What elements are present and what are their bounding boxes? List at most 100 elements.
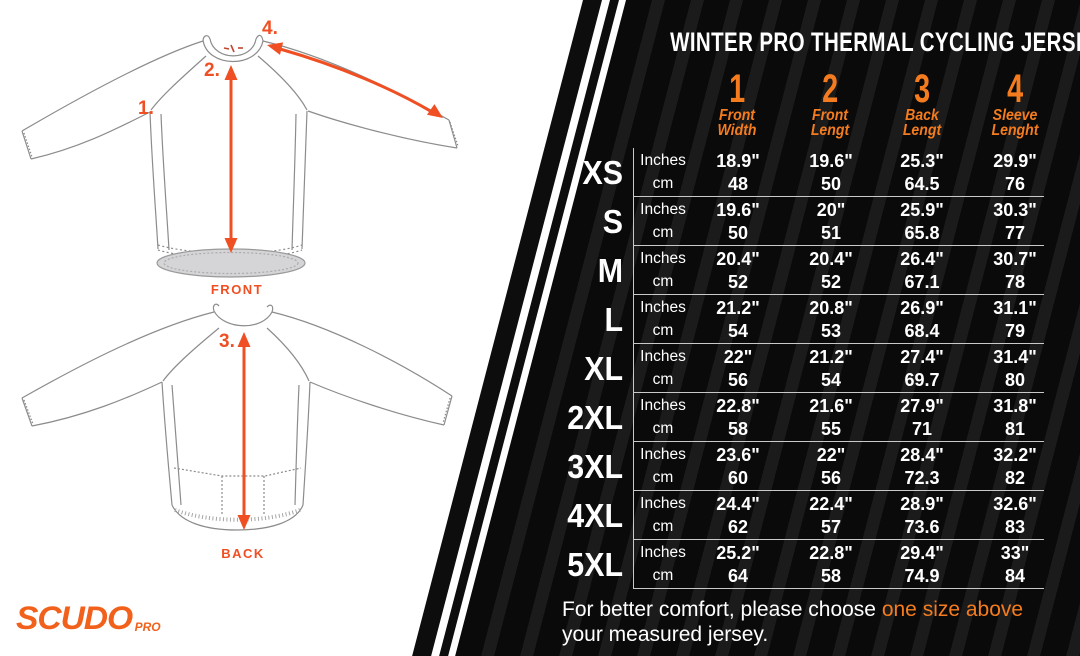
measure-label-line1: Front [719, 107, 755, 124]
size-label: XS [582, 154, 623, 191]
value-cm: 68.4 [904, 321, 940, 341]
measure-cell: 32.2" 82 [969, 442, 1061, 490]
value-inches: 22.4" [809, 494, 853, 514]
value-inches: 32.2" [993, 445, 1037, 465]
value-inches: 22.8" [809, 543, 853, 563]
measure-label-line1: Front [812, 107, 848, 124]
unit-labels: Inches cm [634, 540, 692, 588]
size-label: L [604, 301, 623, 338]
size-label: 5XL [567, 546, 623, 583]
footer-text-after: your measured jersey. [562, 623, 769, 646]
value-cm: 73.6 [904, 517, 940, 537]
measure-cell: 22.8" 58 [785, 540, 877, 588]
measure-cell: 31.1" 79 [969, 295, 1061, 343]
measure-number: 2 [821, 67, 839, 111]
marker-back-length: 3. [219, 331, 235, 352]
measure-cell: 33" 84 [969, 540, 1061, 588]
value-cm: 52 [820, 272, 842, 292]
value-inches: 33" [1000, 543, 1030, 563]
value-inches: 24.4" [716, 494, 760, 514]
value-inches: 28.9" [900, 494, 944, 514]
collar-tag-icon [223, 44, 243, 53]
value-cm: 50 [727, 223, 749, 243]
measurement-arrows [224, 42, 443, 530]
measure-cell: 21.2" 54 [785, 344, 877, 392]
unit-labels: Inches cm [634, 148, 692, 196]
value-inches: 22" [816, 445, 846, 465]
measure-cell: 24.4" 62 [692, 491, 784, 539]
back-length-arrow [237, 332, 251, 530]
size-row: 2XL Inches cm 22.8" 58 21.6" 55 27.9" 71 31.8"… [567, 393, 1044, 442]
measure-label-line1: Sleeve [992, 107, 1038, 124]
measure-label-line2: Lengt [902, 122, 942, 139]
value-cm: 58 [820, 566, 842, 586]
value-cm: 84 [1004, 566, 1026, 586]
size-row: 3XL Inches cm 23.6" 60 22" 56 28.4" 72.3 32.2"… [567, 442, 1044, 491]
jersey-diagrams [21, 34, 459, 531]
value-inches: 21.6" [809, 396, 853, 416]
measure-label-line1: Back [905, 107, 939, 124]
footer-highlight: one size above [881, 598, 1024, 621]
value-cm: 54 [727, 321, 749, 341]
value-cm: 71 [911, 419, 933, 439]
size-label: S [602, 203, 623, 240]
unit-inches: Inches [640, 152, 686, 169]
unit-cm: cm [652, 518, 674, 535]
value-cm: 53 [820, 321, 842, 341]
size-label: M [597, 252, 623, 289]
value-inches: 27.9" [900, 396, 944, 416]
value-cm: 81 [1004, 419, 1026, 439]
value-cm: 65.8 [904, 223, 940, 243]
size-row: XL Inches cm 22" 56 21.2" 54 27.4" 69.7 31.4" 8… [584, 344, 1044, 393]
value-cm: 74.9 [904, 566, 940, 586]
value-inches: 26.4" [900, 249, 944, 269]
value-cm: 69.7 [904, 370, 940, 390]
unit-cm: cm [652, 567, 674, 584]
value-cm: 58 [727, 419, 749, 439]
value-inches: 31.1" [993, 298, 1037, 318]
measure-cell: 23.6" 60 [692, 442, 784, 490]
brand-name: SCUDO [16, 600, 133, 636]
value-cm: 56 [727, 370, 749, 390]
measure-cell: 31.8" 81 [969, 393, 1061, 441]
measure-cell: 19.6" 50 [692, 197, 784, 245]
size-label: XL [584, 350, 623, 387]
unit-inches: Inches [640, 299, 686, 316]
measure-label-line2: Width [717, 122, 757, 139]
marker-sleeve-length: 4. [262, 18, 278, 39]
value-inches: 22" [723, 347, 753, 367]
value-inches: 21.2" [809, 347, 853, 367]
value-cm: 83 [1004, 517, 1026, 537]
size-label: 2XL [567, 399, 623, 436]
value-inches: 31.4" [993, 347, 1037, 367]
value-inches: 20.4" [809, 249, 853, 269]
page-title: WINTER PRO THERMAL CYCLING JERSEY-MAN [670, 27, 1080, 57]
value-inches: 20.4" [716, 249, 760, 269]
measure-cell: 26.4" 67.1 [876, 246, 968, 294]
value-cm: 72.3 [904, 468, 940, 488]
value-cm: 77 [1004, 223, 1026, 243]
value-cm: 50 [820, 174, 842, 194]
value-cm: 52 [727, 272, 749, 292]
value-inches: 21.2" [716, 298, 760, 318]
value-cm: 78 [1004, 272, 1026, 292]
value-cm: 64 [727, 566, 749, 586]
measure-cell: 20" 51 [785, 197, 877, 245]
measure-label-line2: Lengt [810, 122, 850, 139]
unit-cm: cm [652, 224, 674, 241]
measure-cell: 28.9" 73.6 [876, 491, 968, 539]
unit-inches: Inches [640, 348, 686, 365]
value-cm: 82 [1004, 468, 1026, 488]
measure-column-header: 4 Sleeve Lenght [955, 69, 1075, 139]
value-cm: 67.1 [904, 272, 940, 292]
value-inches: 19.6" [716, 200, 760, 220]
value-cm: 54 [820, 370, 842, 390]
unit-labels: Inches cm [634, 491, 692, 539]
value-inches: 30.7" [993, 249, 1037, 269]
measure-cell: 29.9" 76 [969, 148, 1061, 196]
value-cm: 64.5 [904, 174, 940, 194]
jersey-back-drawing [21, 303, 453, 531]
value-cm: 60 [727, 468, 749, 488]
measure-cell: 27.9" 71 [876, 393, 968, 441]
